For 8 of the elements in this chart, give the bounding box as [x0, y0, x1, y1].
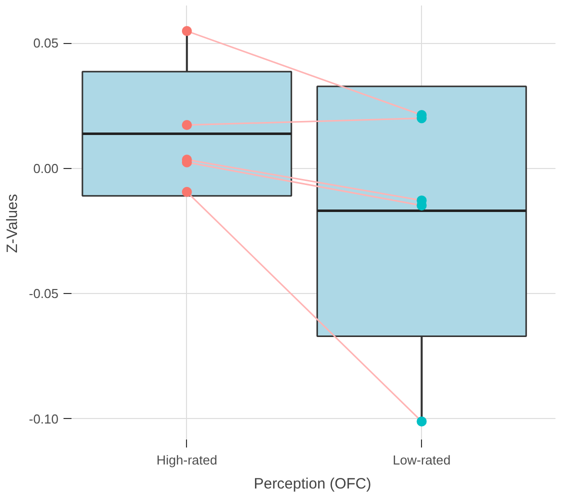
y-tick-label: -0.05	[28, 286, 59, 302]
x-axis-title: Perception (OFC)	[254, 476, 372, 492]
y-tick-label: 0.00	[33, 160, 59, 176]
y-tick-label: 0.05	[33, 36, 59, 51]
x-tick-label: Low-rated	[392, 452, 451, 468]
x-tick-label: High-rated	[156, 452, 218, 468]
y-axis-title: Z-Values	[4, 194, 21, 253]
y-tick-label: -0.10	[28, 411, 59, 426]
